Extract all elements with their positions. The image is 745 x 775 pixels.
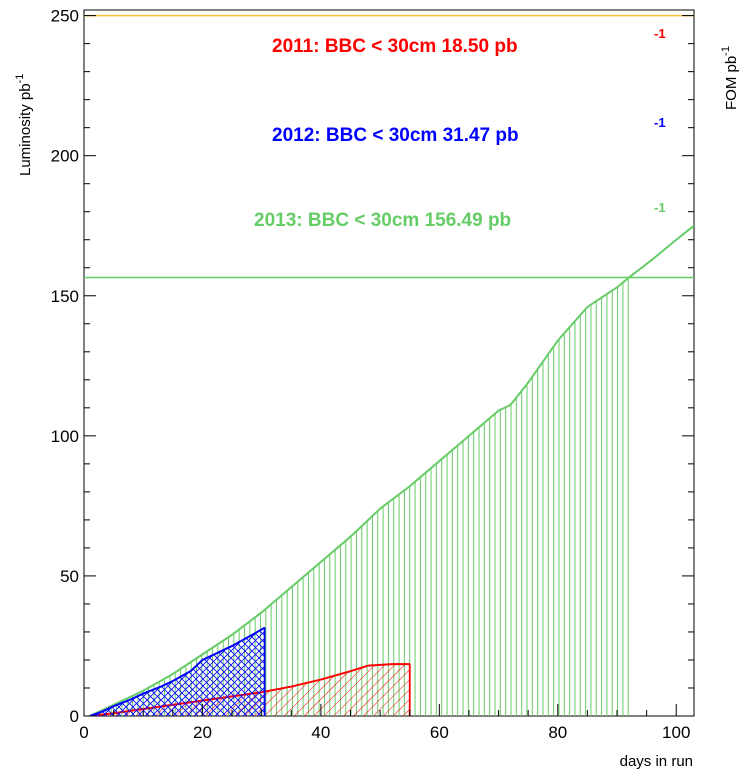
data-point [201,659,204,661]
plot-frame [83,9,695,717]
y2-axis-title-text: FOM pb [723,56,740,110]
y-axis-title-text: Luminosity pb [17,83,34,176]
data-point [142,689,145,692]
series-2013 [89,224,694,716]
data-point [189,670,192,672]
data-point [509,404,512,406]
y-axis: 0 50 100 150 200 250 [51,7,694,726]
data-point [693,224,694,227]
data-point [408,485,411,488]
series-layer [89,224,694,716]
data-point [249,635,251,637]
data-point [527,381,529,384]
data-point [263,626,266,629]
x-axis-title: days in run [620,753,693,770]
data-point [172,680,174,682]
y-tick-label: 150 [51,287,79,306]
data-point [651,258,654,261]
x-tick-label: 40 [311,723,330,742]
data-point [160,685,162,688]
data-point [675,238,678,241]
legend-entry-2012-sup: -1 [654,115,666,130]
data-point [231,633,233,636]
series-line [89,224,694,716]
data-point [219,650,222,653]
y-tick-label: 0 [70,707,79,726]
data-point [586,306,589,308]
data-point [438,460,441,462]
data-point [367,664,370,667]
data-point [320,678,322,681]
data-point [468,435,470,437]
legend-entry-2013: 2013: BBC < 30cm 156.49 pb [254,210,511,231]
x-tick-label: 0 [79,723,88,742]
data-point [290,586,293,588]
x-axis: 0 20 40 60 80 100 [79,704,690,742]
series-2012 [89,626,266,716]
data-point [391,663,393,665]
y2-axis-title: FOM pb-1 [720,46,740,110]
legend-entry-2011-sup: -1 [654,26,666,41]
data-point [231,645,233,647]
legend: 2011: BBC < 30cm 18.50 pb -1 2012: BBC <… [254,26,666,231]
y2-axis-title-sup: -1 [720,46,732,56]
data-point [320,561,322,563]
data-point [172,673,174,675]
data-point [349,535,352,538]
y-tick-label: 50 [60,567,79,586]
data-point [260,611,263,614]
area-fill [89,627,265,716]
data-point [349,670,352,672]
y-axis-title: Luminosity pb-1 [14,74,34,176]
y-tick-label: 250 [51,7,79,26]
reference-lines [84,14,694,279]
data-point [201,653,204,656]
data-point [112,705,115,707]
y-tick-label: 200 [51,147,79,166]
data-point [616,286,618,289]
x-tick-label: 80 [548,723,567,742]
data-point [142,692,145,695]
data-point [290,685,293,688]
legend-entry-2011: 2011: BBC < 30cm 18.50 pb [272,36,518,57]
data-point [130,698,133,700]
legend-entry-2012: 2012: BBC < 30cm 31.47 pb [272,125,519,146]
legend-entry-2013-sup: -1 [654,200,666,215]
data-point [556,339,559,342]
x-tick-label: 20 [193,723,212,742]
y-tick-label: 100 [51,427,79,446]
x-tick-label: 60 [430,723,449,742]
y-axis-title-sup: -1 [14,74,26,84]
data-point [379,507,381,510]
x-tick-label: 100 [662,723,690,742]
data-point [408,663,411,665]
data-point [100,710,103,713]
data-point [497,409,500,412]
